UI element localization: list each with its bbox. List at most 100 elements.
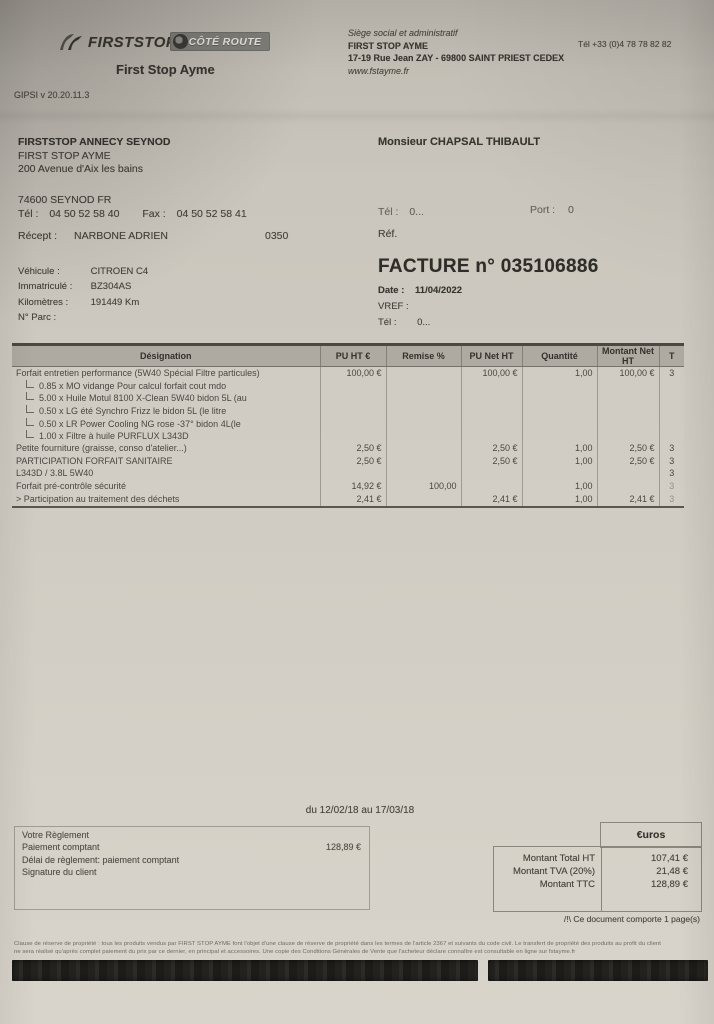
remise: [385, 392, 461, 405]
total-ht-value: 107,41 €: [651, 853, 688, 864]
seller-fax-label: Fax :: [142, 208, 166, 220]
ttc-value: 128,89 €: [651, 879, 688, 890]
designation: 0.50 x LG été Synchro Frizz le bidon 5L …: [39, 405, 227, 416]
mileage-row: Kilomètres : 191449 Km: [18, 297, 139, 308]
legal-text: Clause de réserve de propriété : tous le…: [14, 941, 702, 956]
remise: [385, 404, 461, 418]
qty: 1,00: [521, 455, 597, 468]
agency-name: First Stop Ayme: [116, 62, 215, 77]
designation: Forfait pré-contrôle sécurité: [16, 481, 127, 492]
montant: 100,00 €: [596, 366, 659, 380]
pu-net: [460, 379, 522, 393]
montant: 2,50 €: [596, 455, 659, 468]
table-row: PARTICIPATION FORFAIT SANITAIRE 2,50 € 2…: [12, 455, 684, 468]
vref-label: VREF :: [378, 301, 409, 312]
pu-net: [460, 392, 522, 405]
legal-line-1: Clause de réserve de propriété : tous le…: [14, 941, 661, 947]
qty: [521, 379, 597, 393]
qty: [521, 417, 597, 430]
qty: [521, 404, 597, 418]
pu-ht: [319, 467, 386, 481]
pu-net: [460, 404, 522, 418]
hq-label: Siège social et administratif: [348, 28, 458, 38]
mileage-label: Kilomètres :: [18, 297, 69, 308]
firststop-swoosh-icon: [58, 32, 84, 57]
seller-tel-label: Tél :: [18, 208, 39, 220]
recept-name: NARBONE ADRIEN: [74, 230, 168, 242]
payment-terms: Délai de règlement: paiement comptant: [22, 855, 180, 865]
invoice-tel: 0...: [417, 317, 431, 328]
pu-net: 100,00 €: [460, 366, 522, 380]
sub-item-bracket-icon: [26, 404, 34, 413]
totals-divider: [601, 847, 602, 911]
totals-box: Montant Total HT 107,41 € Montant TVA (2…: [493, 846, 702, 912]
customer-tel-label: Tél :: [378, 206, 399, 218]
seller-street: 200 Avenue d'Aix les bains: [18, 163, 143, 175]
tax-code: 3: [658, 467, 684, 481]
seller-tel: 04 50 52 58 40: [49, 208, 120, 220]
plate-label: Immatriculé :: [18, 281, 73, 292]
designation: 0.50 x LR Power Cooling NG rose -37° bid…: [39, 418, 241, 429]
pu-ht: 2,50 €: [319, 442, 386, 456]
tax-code: 3: [658, 442, 684, 456]
remise: [385, 455, 461, 468]
invoice-tel-label: Tél :: [378, 317, 397, 328]
tax-code: 3: [658, 492, 684, 507]
customer-port-row: Port : 0: [530, 204, 574, 216]
customer-tel: 0...: [409, 206, 424, 218]
pu-ht: [319, 417, 386, 430]
remise: [385, 467, 461, 481]
pu-ht: 2,41 €: [319, 492, 386, 507]
invoice-tel-row: Tél : 0...: [378, 317, 430, 328]
vehicle-value: CITROEN C4: [90, 266, 149, 277]
pu-ht: [319, 429, 386, 443]
table-row: 0.85 x MO vidange Pour calcul forfait co…: [12, 379, 684, 393]
tax-code: [658, 417, 684, 430]
montant: [596, 467, 659, 481]
seller-phone-row: Tél : 04 50 52 58 40 Fax : 04 50 52 58 4…: [18, 208, 247, 220]
designation: > Participation au traitement des déchet…: [16, 493, 180, 504]
remise: [385, 417, 461, 430]
tire-icon: [173, 34, 188, 49]
customer-tel-row: Tél : 0...: [378, 206, 424, 218]
tva-value: 21,48 €: [656, 866, 688, 877]
sub-item-bracket-icon: [26, 379, 34, 388]
col-montant: Montant Net HT: [596, 344, 659, 367]
payment-amount: 128,89 €: [325, 842, 361, 852]
montant: [596, 392, 659, 405]
qty: [521, 429, 597, 443]
legal-line-2: ne sera réalisé qu'après complet paiemen…: [14, 948, 576, 955]
table-row: Forfait entretien performance (5W40 Spéc…: [12, 366, 684, 380]
payment-title: Votre Règlement: [22, 830, 90, 840]
col-quantite: Quantité: [521, 344, 597, 367]
vehicle-label: Véhicule :: [18, 266, 60, 277]
invoice-date-label: Date :: [378, 285, 405, 296]
plate-value: BZ304AS: [90, 281, 132, 292]
qty: 1,00: [521, 480, 597, 493]
table-row: Petite fourniture (graisse, conso d'atel…: [12, 442, 684, 456]
cote-route-logo: CÔTÉ ROUTE: [170, 32, 270, 51]
tax-code: [658, 392, 684, 405]
ttc-label: Montant TTC: [539, 879, 595, 890]
billing-period: du 12/02/18 au 17/03/18: [305, 805, 415, 816]
designation: Petite fourniture (graisse, conso d'atel…: [16, 443, 187, 454]
plate-row: Immatriculé : BZ304AS: [18, 281, 131, 292]
invoice-date-row: Date : 11/04/2022: [378, 285, 462, 296]
firststop-logo: FIRSTSTOP: [88, 34, 177, 51]
total-ht-label: Montant Total HT: [522, 853, 595, 864]
pu-ht: [319, 404, 386, 418]
customer-ref-label: Réf.: [378, 228, 398, 240]
software-version: GIPSI v 20.20.11.3: [14, 90, 90, 100]
customer-port-label: Port :: [530, 204, 556, 216]
seller-fax: 04 50 52 58 41: [176, 208, 247, 220]
recept-code: 0350: [265, 230, 289, 242]
invoice-date: 11/04/2022: [415, 285, 463, 296]
cote-route-label: CÔTÉ ROUTE: [188, 35, 262, 48]
col-t: T: [658, 344, 684, 367]
pu-ht: 2,50 €: [319, 455, 386, 468]
tax-code: [658, 429, 684, 443]
line-items-table: Désignation PU HT € Remise % PU Net HT Q…: [12, 343, 684, 508]
pu-net: [460, 417, 522, 430]
seller-name: FIRSTSTOP ANNECY SEYNOD: [18, 136, 171, 148]
montant: [596, 379, 659, 393]
